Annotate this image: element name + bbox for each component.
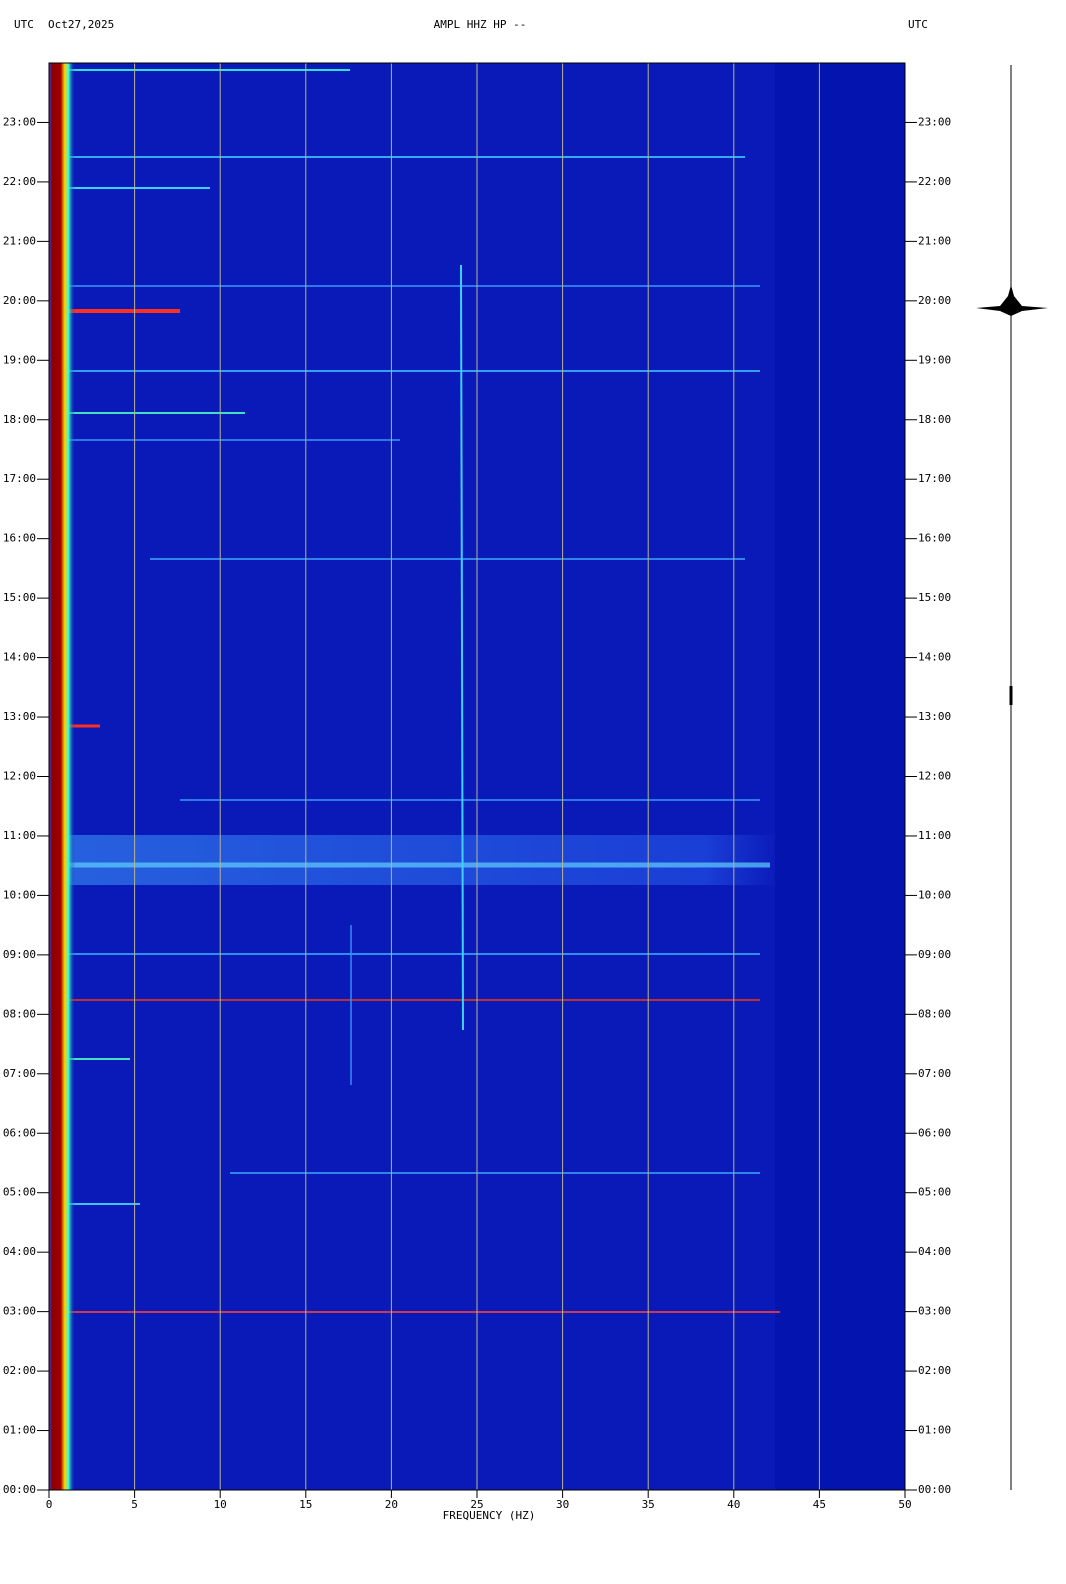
y-tick-label: 16:00 — [3, 532, 36, 545]
y-tick-label: 18:00 — [3, 413, 36, 426]
y-tick-label: 12:00 — [918, 770, 951, 783]
x-tick-label: 50 — [898, 1498, 911, 1511]
y-tick-label: 13:00 — [918, 710, 951, 723]
y-tick-label: 06:00 — [918, 1126, 951, 1139]
y-tick-label: 09:00 — [918, 948, 951, 961]
x-tick-label: 35 — [642, 1498, 655, 1511]
x-tick-label: 10 — [214, 1498, 227, 1511]
y-tick-label: 08:00 — [3, 1007, 36, 1020]
header-left: UTC — [14, 18, 34, 31]
x-tick-label: 45 — [813, 1498, 826, 1511]
x-axis-label: FREQUENCY (HZ) — [443, 1509, 536, 1522]
y-tick-label: 09:00 — [3, 948, 36, 961]
seismogram-trace — [976, 65, 1048, 1490]
y-tick-label: 11:00 — [918, 829, 951, 842]
y-tick-label: 01:00 — [918, 1424, 951, 1437]
x-tick-label: 20 — [385, 1498, 398, 1511]
streak — [460, 264, 464, 1031]
x-tick-label: 40 — [727, 1498, 740, 1511]
y-tick-label: 05:00 — [3, 1186, 36, 1199]
x-tick-label: 15 — [299, 1498, 312, 1511]
y-tick-label: 22:00 — [3, 175, 36, 188]
y-tick-label: 23:00 — [918, 115, 951, 128]
y-tick-label: 00:00 — [918, 1483, 951, 1496]
x-tick-label: 0 — [46, 1498, 53, 1511]
header-date: Oct27,2025 — [48, 18, 114, 31]
y-tick-label: 17:00 — [3, 472, 36, 485]
y-tick-label: 08:00 — [918, 1007, 951, 1020]
y-tick-label: 21:00 — [3, 234, 36, 247]
y-tick-label: 04:00 — [918, 1245, 951, 1258]
y-tick-label: 21:00 — [918, 234, 951, 247]
y-tick-label: 15:00 — [3, 591, 36, 604]
y-tick-label: 00:00 — [3, 1483, 36, 1496]
x-tick-label: 5 — [131, 1498, 138, 1511]
y-tick-label: 05:00 — [918, 1186, 951, 1199]
y-tick-label: 10:00 — [918, 888, 951, 901]
chart-title: AMPL HHZ HP -- — [434, 18, 527, 31]
y-tick-label: 19:00 — [3, 353, 36, 366]
y-tick-label: 17:00 — [918, 472, 951, 485]
y-tick-label: 19:00 — [918, 353, 951, 366]
spectrogram-streaks — [60, 69, 780, 1313]
y-tick-label: 13:00 — [3, 710, 36, 723]
header-right: UTC — [908, 18, 928, 31]
y-tick-label: 12:00 — [3, 770, 36, 783]
y-tick-label: 20:00 — [918, 294, 951, 307]
y-tick-label: 07:00 — [918, 1067, 951, 1080]
y-tick-label: 20:00 — [3, 294, 36, 307]
plot-area — [49, 63, 905, 1490]
y-tick-label: 22:00 — [918, 175, 951, 188]
y-tick-label: 03:00 — [918, 1305, 951, 1318]
y-tick-label: 16:00 — [918, 532, 951, 545]
y-tick-label: 23:00 — [3, 115, 36, 128]
spectrogram-high-band — [775, 63, 905, 1490]
trace-event — [976, 285, 1048, 316]
y-tick-label: 14:00 — [918, 651, 951, 664]
y-tick-label: 10:00 — [3, 888, 36, 901]
y-tick-label: 02:00 — [3, 1364, 36, 1377]
y-tick-label: 15:00 — [918, 591, 951, 604]
x-tick-label: 30 — [556, 1498, 569, 1511]
y-tick-label: 01:00 — [3, 1424, 36, 1437]
spectrogram-low-band — [49, 63, 75, 1490]
y-tick-label: 11:00 — [3, 829, 36, 842]
y-tick-label: 14:00 — [3, 651, 36, 664]
y-tick-label: 04:00 — [3, 1245, 36, 1258]
y-tick-label: 07:00 — [3, 1067, 36, 1080]
y-tick-label: 02:00 — [918, 1364, 951, 1377]
y-tick-label: 06:00 — [3, 1126, 36, 1139]
spectrogram-event-band — [49, 835, 779, 885]
y-tick-label: 03:00 — [3, 1305, 36, 1318]
y-tick-label: 18:00 — [918, 413, 951, 426]
x-tick-label: 25 — [470, 1498, 483, 1511]
